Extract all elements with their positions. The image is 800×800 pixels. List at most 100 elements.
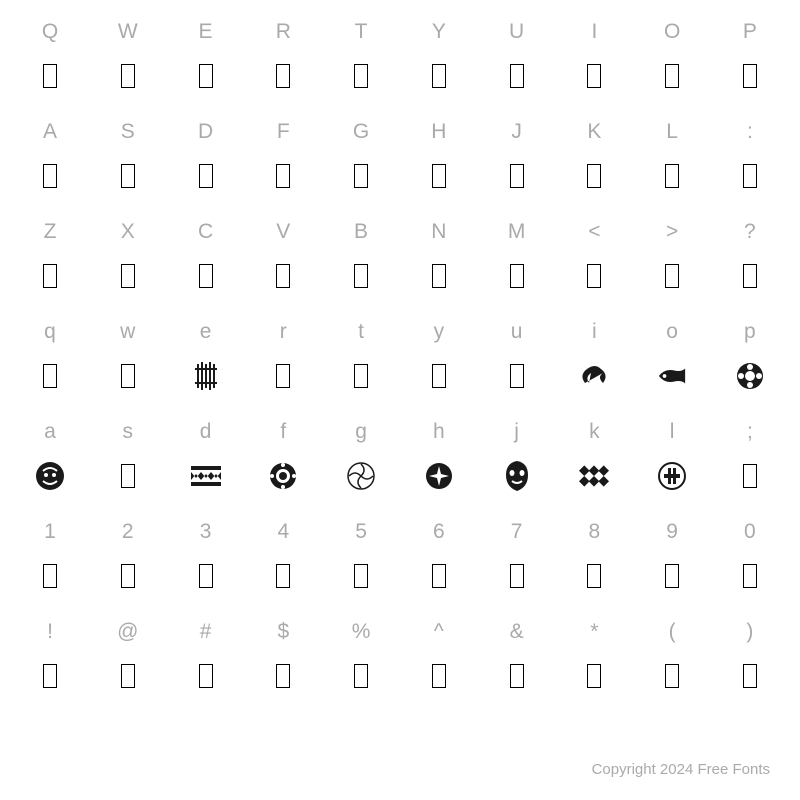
glyph-cell [253,364,313,388]
char-label: y [434,320,445,344]
glyph-cell [720,64,780,88]
char-label: p [744,320,756,344]
glyph-row [20,654,780,698]
char-label: : [747,120,753,144]
glyph-cell [98,664,158,688]
char-label-cell: @ [98,620,158,644]
missing-glyph-icon [276,564,290,588]
missing-glyph-icon [432,664,446,688]
char-label-cell: F [253,120,313,144]
missing-glyph-icon [199,164,213,188]
char-label-cell: U [487,20,547,44]
glyph-cell [331,364,391,388]
glyph-cell [20,364,80,388]
glyph-cell [487,364,547,388]
char-label-cell: t [331,320,391,344]
char-label-cell: 3 [176,520,236,544]
missing-glyph-icon [587,164,601,188]
char-label-row: asdfghjkl; [20,410,780,454]
char-label-cell: : [720,120,780,144]
char-label-row: ZXCVBNM<>? [20,210,780,254]
glyph-cell [642,664,702,688]
char-label-cell: K [564,120,624,144]
missing-glyph-icon [43,364,57,388]
missing-glyph-icon [510,564,524,588]
char-label-cell: Q [20,20,80,44]
char-label: C [198,220,213,244]
glyph-table: QWERTYUIOPASDFGHJKL:ZXCVBNM<>?qwertyuiop… [0,0,800,710]
glyph-cell [176,664,236,688]
missing-glyph-icon [354,64,368,88]
missing-glyph-icon [121,64,135,88]
missing-glyph-icon [121,164,135,188]
glyph-cell [20,664,80,688]
char-label: U [509,20,524,44]
char-label-cell: B [331,220,391,244]
glyph-cell [564,664,624,688]
glyph-row [20,554,780,598]
glyph-cell [487,664,547,688]
char-label: Z [44,220,57,244]
char-label-cell: ; [720,420,780,444]
missing-glyph-icon [510,664,524,688]
missing-glyph-icon [665,264,679,288]
char-label: 5 [355,520,367,544]
glyph-cell [20,264,80,288]
char-label: o [666,320,678,344]
char-label-cell: d [176,420,236,444]
char-label: V [276,220,290,244]
char-label-cell: w [98,320,158,344]
char-label-cell: W [98,20,158,44]
char-label-cell: o [642,320,702,344]
char-label: Y [432,20,446,44]
char-label-cell: ? [720,220,780,244]
glyph-row [20,54,780,98]
glyph-cell [331,664,391,688]
missing-glyph-icon [743,564,757,588]
glyph-cell [253,461,313,491]
char-label-cell: H [409,120,469,144]
char-label-row: QWERTYUIOP [20,10,780,54]
char-label: 4 [277,520,289,544]
glyph-cell [98,364,158,388]
missing-glyph-icon [743,64,757,88]
char-label-cell: 5 [331,520,391,544]
missing-glyph-icon [432,564,446,588]
char-label-cell: e [176,320,236,344]
char-label-cell: ( [642,620,702,644]
glyph-cell [176,64,236,88]
char-label-cell: < [564,220,624,244]
glyph-cell [331,564,391,588]
glyph-cell [487,264,547,288]
missing-glyph-icon [354,364,368,388]
glyph-cell [642,164,702,188]
char-label: A [43,120,57,144]
char-label: X [121,220,135,244]
char-label: 7 [511,520,523,544]
missing-glyph-icon [743,264,757,288]
missing-glyph-icon [43,664,57,688]
missing-glyph-icon [121,564,135,588]
char-label-cell: N [409,220,469,244]
char-label: > [666,220,678,244]
char-label: W [118,20,138,44]
glyph-cell [409,264,469,288]
char-label: q [44,320,56,344]
char-label: R [276,20,291,44]
char-label: L [666,120,678,144]
missing-glyph-icon [432,364,446,388]
char-label: $ [277,620,289,644]
deco-flower-icon [735,361,765,391]
glyph-cell [564,361,624,391]
missing-glyph-icon [510,264,524,288]
deco-ring-icon [268,461,298,491]
char-label: J [511,120,522,144]
glyph-cell [98,464,158,488]
char-label-cell: % [331,620,391,644]
glyph-cell [642,64,702,88]
glyph-cell [176,564,236,588]
char-label-cell: 9 [642,520,702,544]
glyph-cell [20,564,80,588]
char-label-row: !@#$%^&*() [20,610,780,654]
missing-glyph-icon [121,264,135,288]
